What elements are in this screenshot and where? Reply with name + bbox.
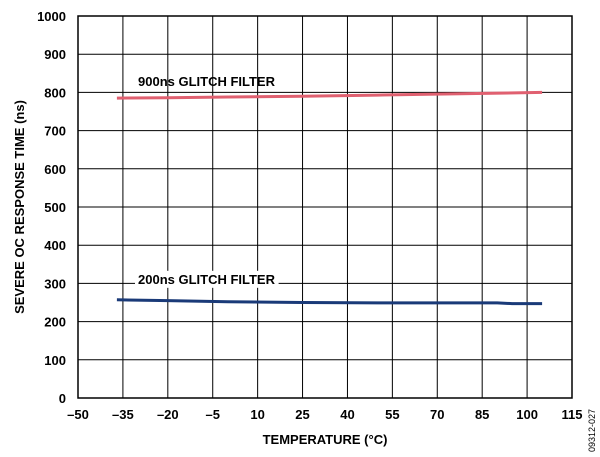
y-tick-label: 1000: [37, 9, 66, 24]
x-tick-label: –20: [157, 407, 179, 422]
y-tick-label: 700: [44, 124, 66, 139]
series-label: 900ns GLITCH FILTER: [138, 74, 276, 89]
figure-id: 09312-027: [587, 409, 597, 452]
x-tick-label: –5: [205, 407, 219, 422]
y-axis-title: SEVERE OC RESPONSE TIME (ns): [12, 100, 27, 314]
series-label: 200ns GLITCH FILTER: [138, 272, 276, 287]
series-line: [116, 90, 543, 100]
x-tick-label: 70: [430, 407, 444, 422]
x-tick-label: –35: [112, 407, 134, 422]
plot-frame: [77, 15, 573, 399]
grid: [78, 16, 572, 398]
x-tick-label: 100: [516, 407, 538, 422]
y-tick-label: 400: [44, 238, 66, 253]
x-tick-label: 10: [250, 407, 264, 422]
y-tick-label: 800: [44, 85, 66, 100]
series-labels: 900ns GLITCH FILTER 200ns GLITCH FILTER: [135, 74, 279, 288]
y-tick-label: 200: [44, 315, 66, 330]
y-tick-label: 900: [44, 47, 66, 62]
y-tick-label: 600: [44, 162, 66, 177]
x-axis-title: TEMPERATURE (°C): [263, 432, 388, 447]
y-tick-labels: 0 100 200 300 400 500 600 700 800 900 1000: [37, 9, 66, 406]
x-tick-label: 25: [295, 407, 309, 422]
y-tick-label: 100: [44, 353, 66, 368]
x-tick-label: –50: [67, 407, 89, 422]
series-line: [116, 298, 543, 306]
x-tick-labels: –50 –35 –20 –5 10 25 40 55 70 85 100 115: [67, 407, 582, 422]
series-layer: [116, 90, 543, 306]
y-tick-label: 300: [44, 276, 66, 291]
y-tick-label: 0: [59, 391, 66, 406]
x-tick-label: 55: [385, 407, 399, 422]
y-tick-label: 500: [44, 200, 66, 215]
x-tick-label: 115: [562, 407, 583, 422]
series-label-background: [135, 270, 279, 288]
x-tick-label: 85: [475, 407, 489, 422]
x-tick-label: 40: [340, 407, 354, 422]
